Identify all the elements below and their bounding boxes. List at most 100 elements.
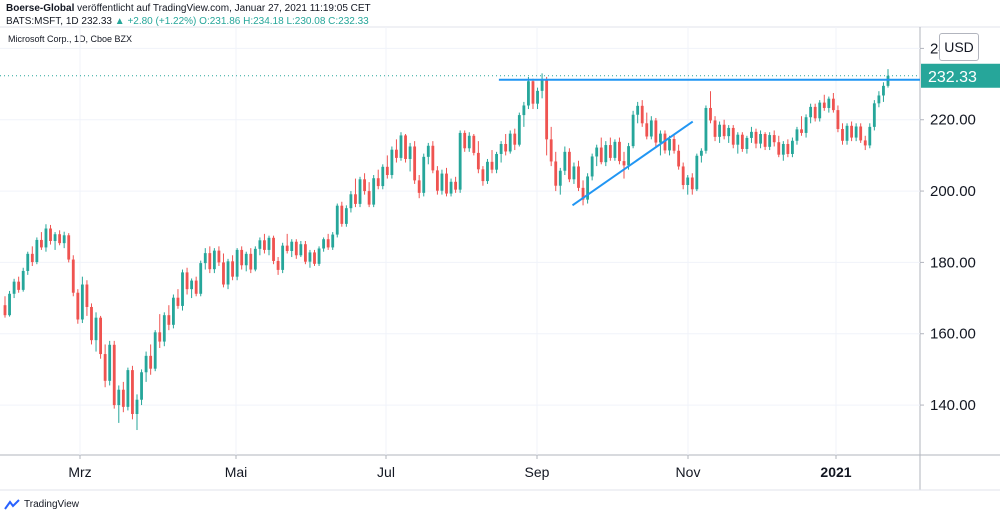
y-tick-label: 220.00 xyxy=(930,112,976,129)
candle-body xyxy=(121,389,125,407)
candle-body xyxy=(504,143,508,152)
candle-body xyxy=(131,370,134,414)
candle-body xyxy=(258,240,262,249)
candle-body xyxy=(181,272,184,306)
candle-body xyxy=(613,141,617,158)
candle-body xyxy=(608,145,612,158)
last-price-label: 232.33 xyxy=(928,69,977,86)
tradingview-footer[interactable]: TradingView xyxy=(4,497,79,511)
candle-body xyxy=(263,240,266,250)
candle-body xyxy=(281,245,285,270)
candle-body xyxy=(454,181,458,190)
candle-body xyxy=(176,297,180,306)
candle-body xyxy=(476,152,480,170)
candle-body xyxy=(804,117,808,133)
candle-body xyxy=(822,102,826,108)
candle-body xyxy=(99,317,102,355)
candle-body xyxy=(272,237,275,261)
candle-body xyxy=(636,105,640,115)
candle-body xyxy=(344,208,348,224)
candle-body xyxy=(791,140,794,154)
candle-body xyxy=(681,166,685,186)
candle-body xyxy=(827,98,831,108)
candle-body xyxy=(649,120,653,137)
candle-body xyxy=(153,332,157,369)
candle-body xyxy=(627,146,630,166)
candle-body xyxy=(244,253,248,266)
candle-body xyxy=(367,191,371,205)
candle-body xyxy=(618,141,621,162)
candle-body xyxy=(135,399,139,414)
y-tick-label: 200.00 xyxy=(930,183,976,200)
candle-body xyxy=(53,234,57,241)
candle-body xyxy=(800,129,803,133)
x-tick-label: 2021 xyxy=(820,464,851,480)
candle-body xyxy=(94,317,98,341)
publisher-name: Boerse-Global xyxy=(6,3,75,14)
candle-body xyxy=(90,306,93,341)
candle-body xyxy=(426,145,430,157)
candle-body xyxy=(877,95,881,104)
candle-body xyxy=(768,135,772,147)
last-price-text: 232.33 xyxy=(81,16,112,27)
candle-body xyxy=(390,149,394,176)
candle-body xyxy=(372,178,376,205)
candle-body xyxy=(508,133,512,152)
candle-body xyxy=(299,244,303,256)
candle-body xyxy=(549,139,553,162)
footer-brand: TradingView xyxy=(24,498,80,510)
candle-body xyxy=(240,249,244,266)
candle-body xyxy=(772,135,776,143)
candle-body xyxy=(404,135,407,159)
candle-body xyxy=(440,173,444,191)
candle-body xyxy=(709,107,712,121)
candle-body xyxy=(44,228,48,248)
candle-body xyxy=(67,235,71,260)
candle-body xyxy=(17,281,21,290)
candle-body xyxy=(162,315,166,342)
candle-body xyxy=(71,259,75,293)
candle-body xyxy=(640,105,644,124)
candle-body xyxy=(167,315,171,325)
candle-body xyxy=(531,81,535,104)
candle-body xyxy=(381,166,385,187)
candle-body xyxy=(358,179,362,204)
candle-body xyxy=(35,239,39,263)
candle-body xyxy=(845,125,849,141)
candle-body xyxy=(540,79,544,91)
candle-body xyxy=(253,248,257,270)
currency-button[interactable]: USD xyxy=(939,33,979,61)
y-tick-label: 160.00 xyxy=(930,326,976,343)
candle-body xyxy=(818,102,822,119)
candle-body xyxy=(112,344,116,406)
candle-body xyxy=(26,253,30,271)
tradingview-logo-icon xyxy=(4,498,20,510)
support-trendline xyxy=(571,120,694,207)
candle-body xyxy=(731,127,735,145)
candle-body xyxy=(467,135,471,149)
symbol-text: BATS:MSFT, 1D xyxy=(6,16,79,27)
candle-body xyxy=(813,106,817,119)
candle-body xyxy=(809,106,813,118)
candle-body xyxy=(690,177,694,190)
candle-body xyxy=(226,261,230,285)
y-tick-label: 140.00 xyxy=(930,397,976,414)
chart-title: Microsoft Corp., 1D, Cboe BZX xyxy=(8,34,133,44)
candle-body xyxy=(831,98,835,111)
candle-body xyxy=(836,110,840,130)
candle-body xyxy=(481,169,485,182)
candle-body xyxy=(340,205,344,224)
candle-body xyxy=(431,145,435,171)
candle-body xyxy=(750,131,753,138)
candle-body xyxy=(3,305,7,316)
candle-body xyxy=(513,133,517,145)
candle-body xyxy=(577,166,580,188)
candle-body xyxy=(850,125,853,138)
candle-body xyxy=(699,150,703,156)
candle-body xyxy=(376,178,380,187)
candle-body xyxy=(536,90,539,104)
candle-body xyxy=(499,143,503,154)
candle-body xyxy=(399,135,403,158)
candle-body xyxy=(463,132,467,149)
